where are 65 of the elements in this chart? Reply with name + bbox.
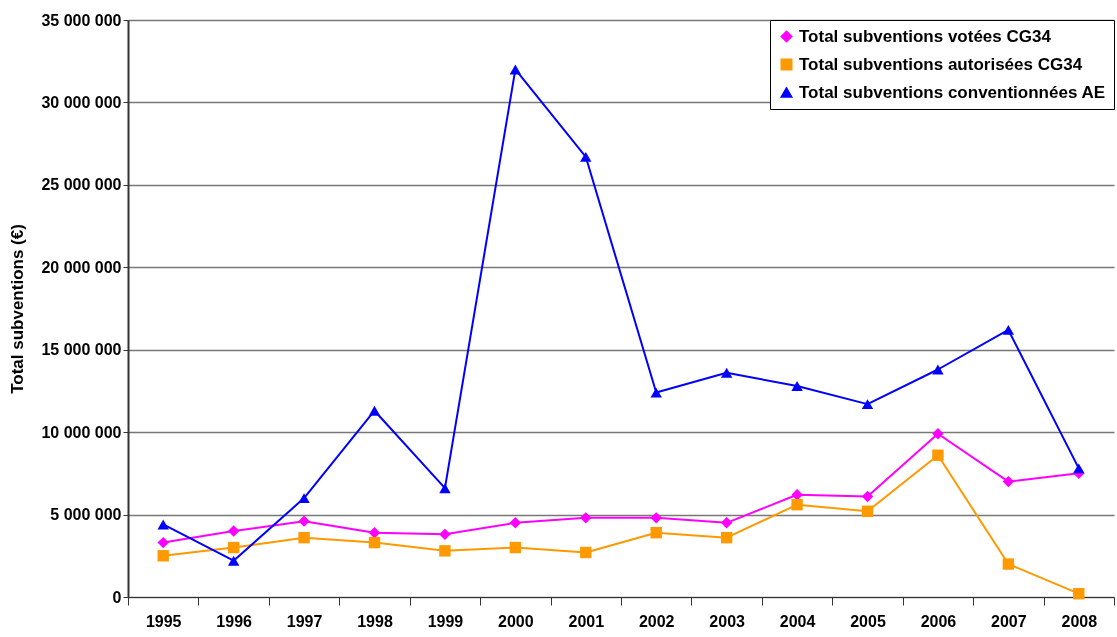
point	[791, 498, 803, 511]
x-tick-label: 2004	[779, 612, 816, 630]
point	[157, 550, 169, 562]
point	[580, 546, 592, 559]
x-tick-label: 2001	[568, 612, 605, 630]
legend-label: Total subventions conventionnées AE	[799, 82, 1106, 102]
point	[157, 536, 169, 549]
point	[509, 64, 522, 75]
point	[227, 541, 240, 554]
point	[861, 399, 874, 410]
y-tick-label: 20 000 000	[41, 258, 122, 276]
point	[439, 528, 451, 541]
x-tick-label: 2005	[850, 612, 886, 630]
point	[368, 536, 381, 549]
x-tick-label: 2000	[498, 612, 534, 630]
point	[650, 387, 662, 398]
point	[1002, 324, 1015, 335]
x-tick-label: 2008	[1061, 612, 1098, 630]
legend-label: Total subventions autorisées CG34	[799, 54, 1083, 74]
point	[368, 405, 381, 416]
point	[720, 517, 733, 529]
point	[509, 541, 522, 554]
point	[932, 449, 944, 461]
y-tick-label: 10 000 000	[41, 423, 122, 441]
y-tick-label: 25 000 000	[41, 176, 122, 194]
x-tick-label: 2007	[991, 612, 1027, 630]
point	[298, 515, 310, 527]
point	[227, 525, 240, 537]
y-tick-label: 15 000 000	[41, 341, 122, 359]
y-axis-title: Total subventions (€)	[8, 224, 28, 394]
point	[509, 517, 522, 529]
point	[720, 367, 733, 378]
y-tick-label: 0	[112, 588, 122, 606]
x-tick-label: 1999	[427, 612, 464, 630]
y-tick-label: 5 000 000	[50, 506, 122, 524]
point	[720, 531, 733, 544]
point	[1002, 558, 1015, 570]
point	[580, 151, 592, 162]
point	[650, 527, 662, 539]
point	[861, 505, 874, 517]
x-tick-label: 1997	[286, 612, 323, 630]
x-tick-label: 1998	[357, 612, 393, 630]
y-tick-label: 30 000 000	[41, 93, 122, 111]
point	[932, 428, 944, 440]
point	[1073, 463, 1085, 474]
point	[439, 545, 451, 557]
x-tick-label: 2002	[638, 612, 675, 630]
point	[1002, 475, 1015, 488]
x-tick-label: 1995	[145, 612, 182, 630]
point	[298, 531, 310, 544]
legend-label: Total subventions votées CG34	[799, 26, 1052, 46]
point	[791, 381, 803, 391]
point	[932, 364, 944, 375]
x-tick-label: 1996	[216, 612, 253, 630]
x-tick-label: 2003	[709, 612, 746, 630]
y-tick-label: 35 000 000	[41, 11, 122, 29]
point	[1073, 588, 1085, 600]
point	[157, 519, 169, 530]
point	[227, 555, 240, 566]
point	[861, 490, 874, 503]
point	[439, 483, 451, 494]
point	[298, 493, 310, 504]
point	[580, 512, 592, 524]
x-tick-label: 2006	[920, 612, 957, 630]
point	[650, 512, 662, 524]
